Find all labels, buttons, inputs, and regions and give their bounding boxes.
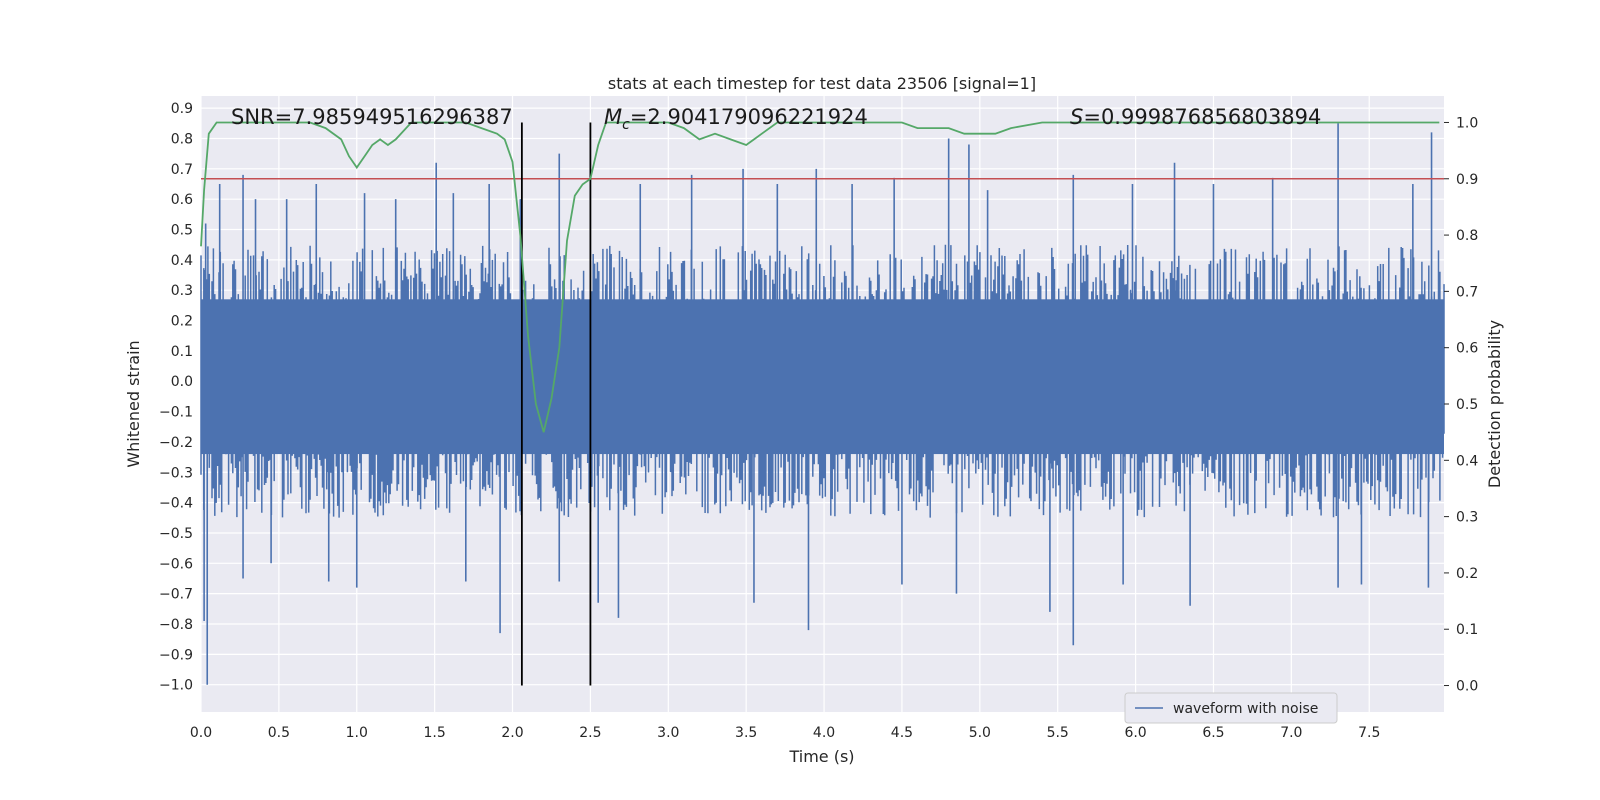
y-tick-label: 0.9	[171, 101, 193, 117]
y-tick-label: 0.5	[171, 223, 193, 239]
y-tick-label: 0.0	[171, 374, 193, 390]
y-tick-label: −0.9	[159, 647, 193, 663]
x-tick-label: 7.0	[1280, 725, 1302, 741]
s-value: =0.999876856803894	[1083, 105, 1321, 129]
x-tick-label: 1.0	[346, 725, 368, 741]
x-tick-label: 3.5	[735, 725, 757, 741]
y-tick-label: 0.7	[171, 162, 193, 178]
y2-tick-label: 0.5	[1456, 397, 1478, 413]
legend: waveform with noise	[1124, 692, 1338, 724]
x-tick-label: 7.5	[1358, 725, 1380, 741]
chirp-mass-subscript: c	[622, 117, 630, 133]
x-tick-label: 2.0	[501, 725, 523, 741]
chart-title: stats at each timestep for test data 235…	[608, 74, 1036, 93]
y2-tick-label: 0.4	[1456, 453, 1478, 469]
y-tick-label: −0.8	[159, 617, 193, 633]
y-tick-label: 0.2	[171, 314, 193, 330]
chirp-mass-symbol: M	[604, 105, 622, 129]
x-tick-label: 3.0	[657, 725, 679, 741]
x-tick-label: 6.0	[1124, 725, 1146, 741]
y2-tick-label: 0.9	[1456, 172, 1478, 188]
y2-tick-label: 0.7	[1456, 284, 1478, 300]
reference-lines	[201, 122, 1444, 686]
s-symbol: S	[1070, 105, 1083, 129]
y-tick-label: 0.4	[171, 253, 193, 269]
y-tick-label: −1.0	[159, 678, 193, 694]
y-tick-label: −0.3	[159, 465, 193, 481]
chirp-mass-value: =2.904179096221924	[630, 105, 868, 129]
y-tick-label: −0.5	[159, 526, 193, 542]
y-tick-label: −0.6	[159, 556, 193, 572]
x-tick-label: 6.5	[1202, 725, 1224, 741]
x-tick-label: 4.0	[813, 725, 835, 741]
x-tick-label: 1.5	[424, 725, 446, 741]
y2-tick-label: 0.6	[1456, 341, 1478, 357]
x-axis-label: Time (s)	[788, 747, 854, 766]
y2-tick-label: 0.3	[1456, 510, 1478, 526]
x-tick-label: 2.5	[579, 725, 601, 741]
x-tick-label: 0.0	[190, 725, 212, 741]
snr-annotation: SNR=7.985949516296387	[231, 105, 513, 129]
y-tick-label: 0.8	[171, 131, 193, 147]
detection-probability-line	[200, 121, 1440, 433]
y2-tick-label: 0.8	[1456, 228, 1478, 244]
y-tick-label: 0.1	[171, 344, 193, 360]
tick-labels: 0.0 0.5 1.0 1.5 2.0 2.5 3.0 3.5 4.0 4.5 5.0 5.5 6.0 6…	[159, 101, 1478, 741]
y-axis-label: Whitened strain	[124, 340, 143, 467]
x-tick-label: 5.5	[1047, 725, 1069, 741]
y2-tick-label: 0.0	[1456, 679, 1478, 695]
y2-tick-label: 0.2	[1456, 566, 1478, 582]
y2-tick-label: 1.0	[1456, 115, 1478, 131]
y-tick-label: 0.6	[171, 192, 193, 208]
legend-label: waveform with noise	[1173, 701, 1318, 717]
y2-axis-label: Detection probability	[1485, 320, 1504, 488]
y-tick-label: −0.1	[159, 405, 193, 421]
x-tick-label: 5.0	[969, 725, 991, 741]
y-tick-label: 0.3	[171, 283, 193, 299]
y-tick-label: −0.4	[159, 496, 193, 512]
s-annotation: S=0.999876856803894	[1070, 105, 1321, 129]
y-tick-label: −0.7	[159, 587, 193, 603]
x-tick-label: 4.5	[891, 725, 913, 741]
chirp-mass-annotation: Mc=2.904179096221924	[604, 105, 868, 133]
legend-box	[1124, 692, 1338, 724]
y2-tick-label: 0.1	[1456, 622, 1478, 638]
waveform-series	[200, 123, 1445, 685]
waveform-noise-core	[201, 299, 1444, 455]
probability-series	[200, 121, 1440, 433]
y-tick-label: −0.2	[159, 435, 193, 451]
x-tick-label: 0.5	[268, 725, 290, 741]
